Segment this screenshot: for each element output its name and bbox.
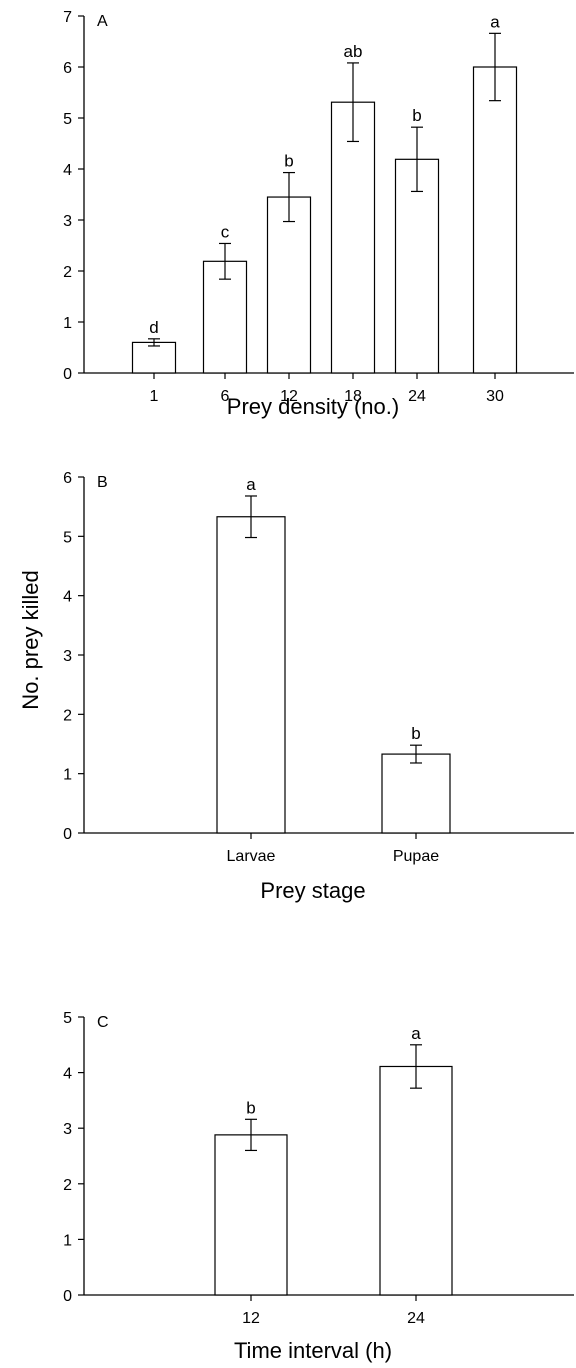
chart-c-panel-label: C [97,1014,109,1031]
chart-b-y-tick-label: 2 [63,707,72,724]
chart-b-y-tick-label: 4 [63,589,72,606]
chart-c-y-tick-label: 4 [63,1066,72,1083]
chart-b-y-tick-label: 6 [63,470,72,487]
chart-b-y-tick-label: 3 [63,648,72,665]
chart-c-bar [214,1134,288,1296]
chart-a-y-tick-label: 5 [63,111,72,128]
chart-a-significance-letter: c [221,222,230,241]
chart-b-x-tick-label: Larvae [227,848,276,865]
chart-a-bar [266,196,312,374]
chart-a-x-tick-label: 12 [280,388,298,405]
chart-b-panel-label: B [97,474,108,491]
chart-c-x-axis-title: Time interval (h) [234,1338,392,1363]
chart-b-significance-letter: b [411,724,420,743]
chart-a-x-axis-title: Prey density (no.) [227,394,399,419]
chart-a-panel-label: A [97,13,108,30]
chart-a-y-tick-label: 3 [63,213,72,230]
chart-b-x-tick-label: Pupae [393,848,439,865]
chart-b-bar [216,516,286,834]
chart-a-y-tick-label: 1 [63,315,72,332]
chart-b-y-tick-label: 0 [63,826,72,843]
chart-c-y-tick-label: 2 [63,1177,72,1194]
chart-a-y-tick-label: 6 [63,60,72,77]
chart-a-x-tick-label: 24 [408,388,426,405]
chart-c-y-tick-label: 3 [63,1121,72,1138]
chart-c-x-tick-label: 12 [242,1310,260,1327]
chart-b-bar [381,753,451,834]
chart-a-x-tick-label: 6 [221,388,230,405]
chart-c-y-tick-label: 0 [63,1288,72,1305]
chart-b-significance-letter: a [246,475,256,494]
chart-b-x-axis-title: Prey stage [260,878,365,903]
chart-a-bar [472,66,518,374]
shared-y-axis-label: No. prey killed [18,570,43,709]
chart-c-y-tick-label: 1 [63,1232,72,1249]
chart-a-bar [330,101,376,374]
chart-a-bar [202,260,248,374]
chart-a-significance-letter: a [490,12,500,31]
chart-c-significance-letter: a [411,1024,421,1043]
chart-a-x-tick-label: 1 [150,388,159,405]
chart-a-x-tick-label: 18 [344,388,362,405]
chart-b-y-tick-label: 5 [63,529,72,546]
chart-a-significance-letter: ab [344,42,363,61]
chart-panel-b: 0 1 2 3 4 5 6 B Larvae a Pupae b Prey stage [63,470,574,903]
chart-c-bar [379,1065,453,1296]
chart-a-y-tick-label: 4 [63,162,72,179]
chart-a-y-tick-label: 7 [63,9,72,26]
chart-a-y-tick-label: 2 [63,264,72,281]
chart-a-significance-letter: b [284,152,293,171]
chart-c-x-tick-label: 24 [407,1310,425,1327]
chart-c-y-tick-label: 5 [63,1010,72,1027]
chart-c-significance-letter: b [246,1098,255,1117]
chart-a-y-tick-label: 0 [63,366,72,383]
chart-a-significance-letter: b [412,106,421,125]
chart-a-significance-letter: d [149,318,158,337]
chart-b-y-tick-label: 1 [63,767,72,784]
chart-a-x-tick-label: 30 [486,388,504,405]
chart-a-bar [131,341,177,374]
